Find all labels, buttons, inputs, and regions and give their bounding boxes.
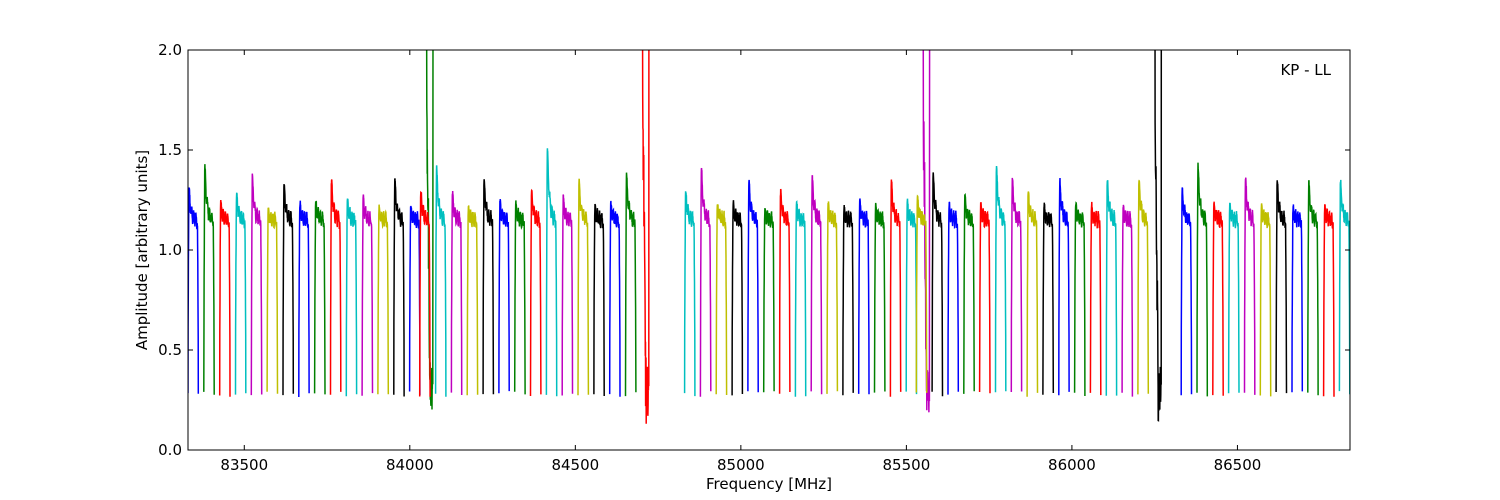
channel-line [1371,197,1381,397]
channel-line [313,200,326,395]
channel-line [513,200,526,395]
series-lines [188,10,1413,424]
channel-line [624,172,637,397]
channel-line [434,165,447,397]
channel-line [963,193,975,394]
channel-line [545,148,558,397]
channel-line [298,200,310,398]
channel-line [266,207,279,394]
channel-line [715,204,728,396]
channel-line [1259,203,1272,397]
channel-line [1387,185,1397,395]
x-tick-label: 83500 [220,456,268,474]
channel-line [529,188,542,397]
band-edge-line [641,50,650,424]
channel-line [810,175,823,395]
y-tick-label: 1.0 [158,241,182,259]
channel-line [482,179,495,395]
y-tick-label: 0.0 [158,441,182,459]
x-tick-label: 84000 [386,456,434,474]
channel-line [794,200,807,397]
channel-line [408,205,421,396]
x-tick-label: 86000 [1048,456,1096,474]
channel-line [450,190,463,396]
x-axis-ticks: 83500 84000 84500 85000 85500 86000 86500 [220,50,1261,474]
channel-line [1307,180,1319,396]
channel-line [1026,191,1039,397]
channel-line [1243,177,1256,395]
channel-line [345,198,358,397]
channel-line [842,204,854,396]
y-tick-label: 1.5 [158,141,182,159]
channel-line [1196,162,1209,397]
channel-line [978,202,991,394]
x-axis-label: Frequency [MHz] [706,475,832,493]
chart-annotation: KP - LL [1280,61,1331,79]
channel-line [889,179,902,397]
channel-line [1338,179,1350,395]
channel-line [1010,177,1023,393]
channel-line [561,194,574,396]
y-axis-label: Amplitude [arbitrary units] [133,150,151,350]
band-edge-line [1403,10,1413,419]
x-tick-label: 84500 [551,456,599,474]
channel-line [282,184,295,396]
channel-line [1073,201,1086,397]
channel-line [361,194,374,396]
band-edge-line [1154,50,1163,422]
channel-line [1291,204,1304,393]
channel-line [608,200,621,397]
channel-line [1355,203,1365,393]
channel-line [994,165,1007,393]
y-axis-ticks: 0.0 0.5 1.0 1.5 2.0 [158,41,1350,459]
x-tick-label: 85500 [883,456,931,474]
channel-line [188,187,200,394]
channel-line [250,173,263,396]
channel-line [915,194,928,393]
channel-line [498,198,510,394]
channel-line [857,198,870,395]
channel-line [947,201,960,395]
channel-line [234,192,247,395]
channel-line [1137,179,1150,395]
channel-line [377,204,390,395]
channel-line [931,172,944,397]
x-tick-label: 85000 [717,456,765,474]
channel-line [203,164,215,395]
channel-line [1058,177,1070,396]
channel-line [699,167,712,397]
channel-line [747,179,759,393]
channel-line [1105,180,1118,396]
channel-line [329,179,342,395]
channel-line [393,178,405,397]
channel-line [1089,201,1102,396]
channel-line [466,205,479,396]
channel-line [905,198,918,395]
channel-line [218,200,231,397]
y-tick-label: 0.5 [158,341,182,359]
channel-line [762,207,775,393]
channel-line [1212,201,1224,396]
channel-line [826,201,839,394]
channel-line [1042,202,1055,395]
x-tick-label: 86500 [1214,456,1262,474]
channel-line [731,200,744,396]
channel-line [577,178,590,396]
channel-line [593,203,605,397]
channel-line [1227,202,1240,394]
channel-line [1322,204,1335,397]
channel-line [418,190,431,397]
channel-line [683,191,696,397]
channel-line [1180,187,1193,396]
channel-line [873,202,886,393]
channel-line [1275,180,1288,394]
y-tick-label: 2.0 [158,41,182,59]
channel-line [778,188,791,394]
channel-line [1121,204,1134,397]
